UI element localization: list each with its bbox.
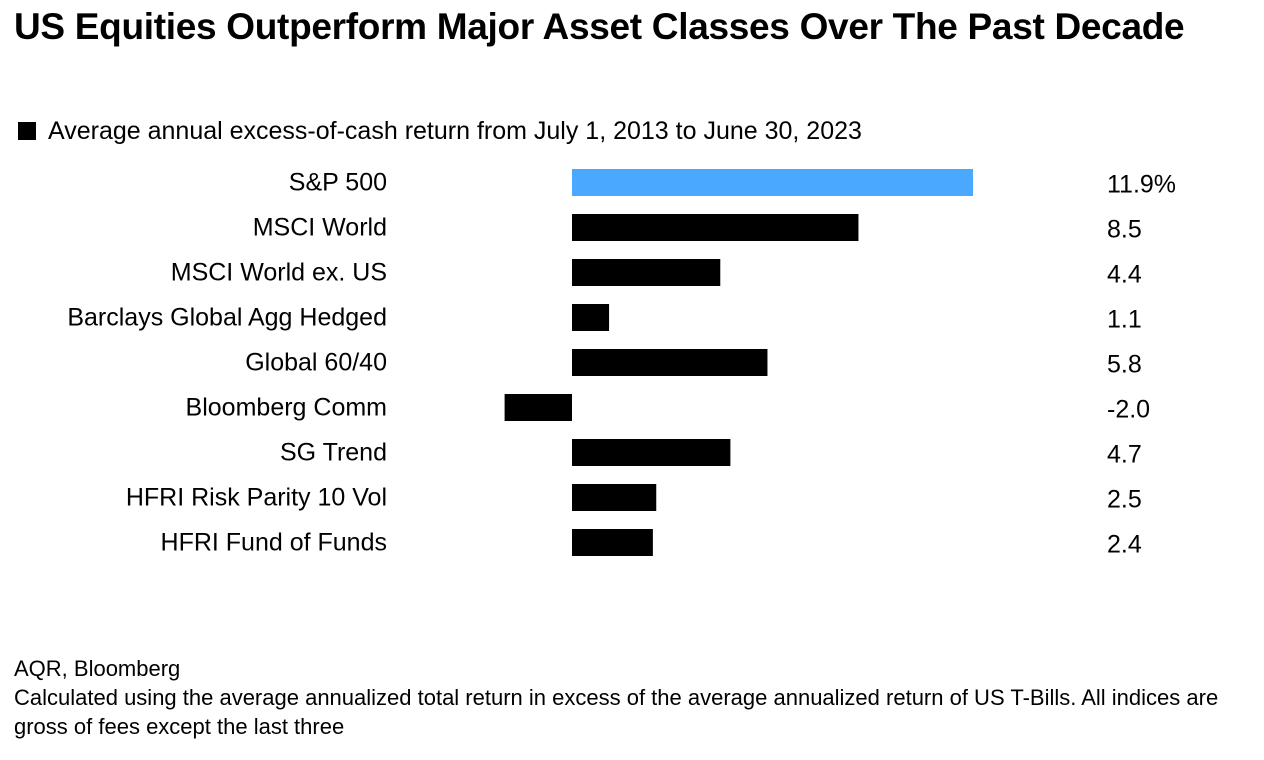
value-label: 2.5 — [1107, 486, 1142, 514]
source-note: AQR, Bloomberg — [14, 656, 181, 681]
bar — [572, 484, 657, 511]
value-label: -2.0 — [1107, 396, 1150, 424]
category-label: SG Trend — [280, 439, 387, 467]
value-label: 4.7 — [1107, 441, 1142, 469]
bar — [572, 349, 768, 376]
category-label: Global 60/40 — [245, 349, 387, 377]
bar — [572, 304, 610, 331]
value-labels: 11.9% 8.5 4.4 1.1 5.8 -2.0 4.7 2.5 2.4 — [1107, 171, 1176, 559]
bar — [572, 439, 731, 466]
category-label: HFRI Risk Parity 10 Vol — [126, 484, 387, 512]
category-label: S&P 500 — [289, 169, 387, 197]
category-label: MSCI World — [253, 214, 387, 242]
bar — [572, 214, 859, 241]
bar — [504, 394, 572, 421]
bar — [572, 169, 974, 196]
bar-chart: S&P 500 MSCI World MSCI World ex. US Barcla… — [67, 169, 1176, 559]
value-label: 5.8 — [1107, 351, 1142, 379]
legend-label: Average annual excess-of-cash return fro… — [48, 117, 862, 145]
category-label: Barclays Global Agg Hedged — [67, 304, 387, 332]
category-label: Bloomberg Comm — [186, 394, 387, 422]
legend: Average annual excess-of-cash return fro… — [18, 116, 862, 146]
category-labels: S&P 500 MSCI World MSCI World ex. US Barcla… — [67, 169, 387, 557]
bars — [504, 169, 974, 556]
footnote: Calculated using the average annualized … — [14, 685, 1219, 739]
value-label: 2.4 — [1107, 531, 1142, 559]
bar — [572, 529, 653, 556]
bar — [572, 259, 721, 286]
category-label: MSCI World ex. US — [171, 259, 387, 287]
chart-title: US Equities Outperform Major Asset Class… — [14, 6, 1185, 47]
category-label: HFRI Fund of Funds — [161, 529, 387, 557]
value-label: 8.5 — [1107, 216, 1142, 244]
legend-swatch — [18, 122, 36, 140]
value-label: 1.1 — [1107, 306, 1142, 334]
value-label: 11.9% — [1107, 171, 1176, 199]
value-label: 4.4 — [1107, 261, 1142, 289]
